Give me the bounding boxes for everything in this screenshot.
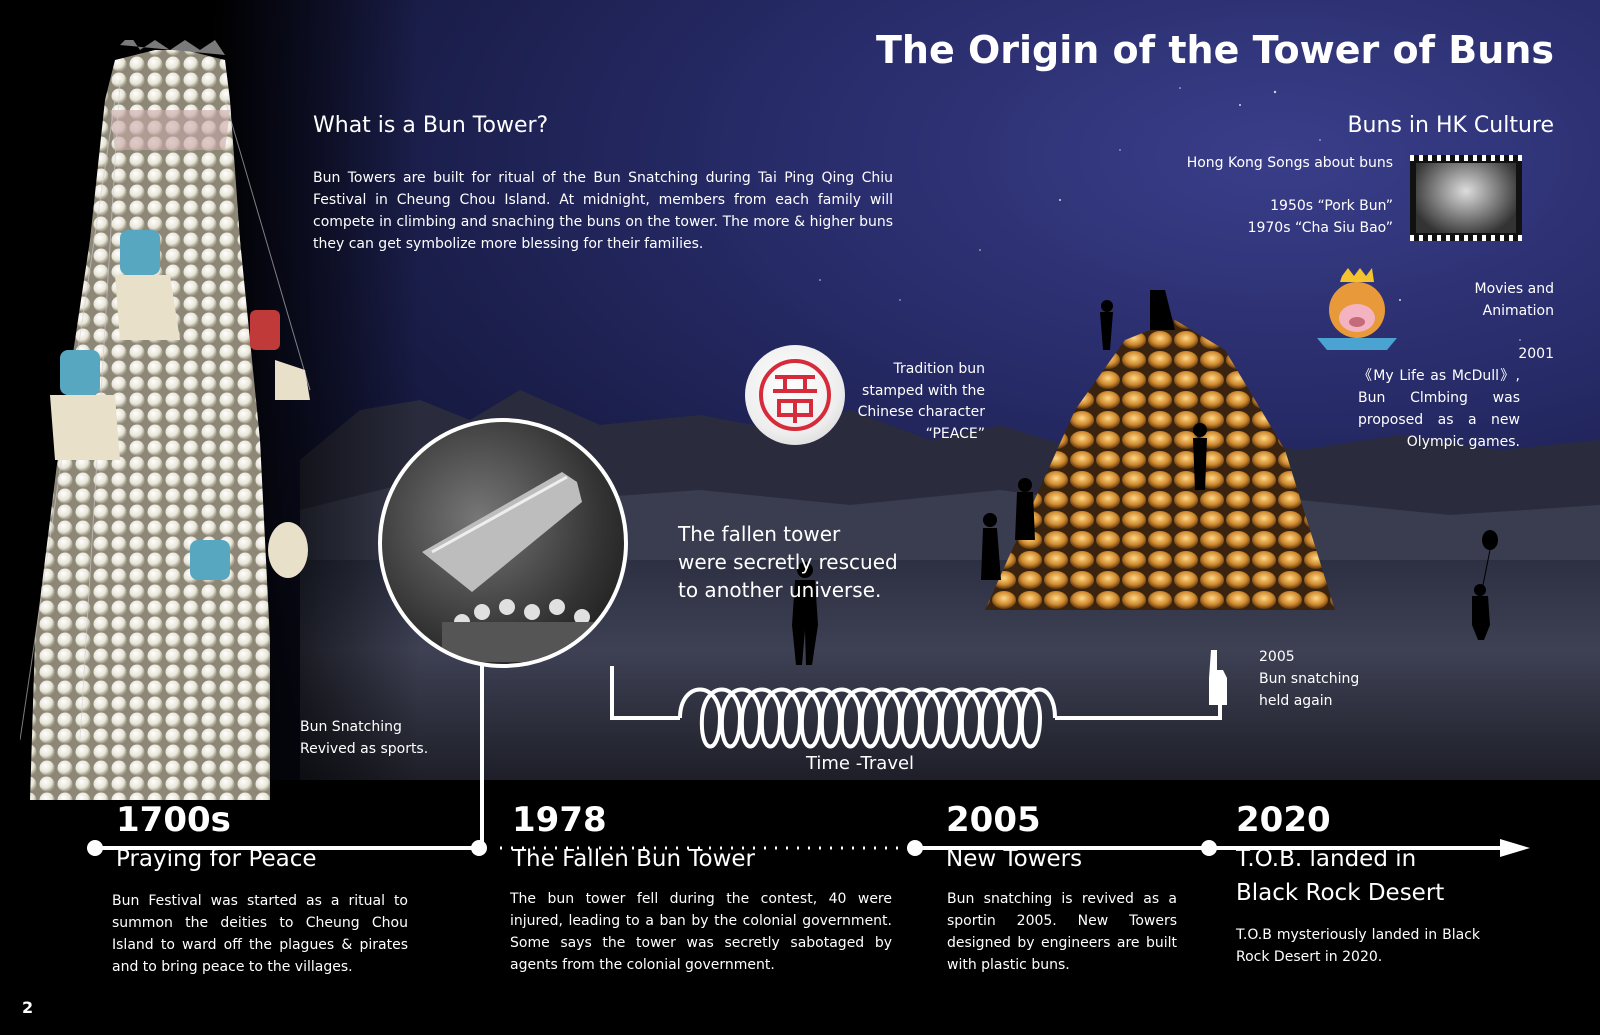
bun-pile-photo (981, 290, 1335, 610)
revived-caption-2: Revived as sports. (300, 741, 429, 757)
tradition-line-1: Tradition bun (893, 361, 985, 377)
fallen-caption-line-1: The fallen tower (678, 522, 841, 546)
song-2: 1970s “Cha Siu Bao” (1247, 220, 1393, 236)
timeline-band (0, 780, 1600, 1035)
title-2020-line-1: T.O.B. landed in (1236, 846, 1417, 872)
tradition-line-2: stamped with the (862, 383, 985, 399)
timeline-arrow-icon (1500, 839, 1530, 857)
time-travel-connector (480, 666, 1222, 846)
snatch-2005-line-2: Bun snatching (1259, 671, 1360, 687)
film-strip-photo (1410, 155, 1522, 241)
girl-balloon-silhouette (1472, 530, 1498, 640)
desc-2005: Bun snatching is revived as a sportin 20… (947, 891, 1177, 973)
tradition-line-4: “PEACE” (925, 426, 985, 442)
songs-label: Hong Kong Songs about buns (1186, 155, 1393, 171)
peace-bun-image (745, 345, 845, 445)
page-number: 2 (22, 998, 34, 1017)
song-1: 1950s “Pork Bun” (1270, 198, 1393, 214)
timeline-dot-1700s (87, 840, 103, 856)
mcdull-character-image (1317, 268, 1397, 350)
title-1700s: Praying for Peace (116, 846, 317, 872)
title-1978: The Fallen Bun Tower (512, 846, 755, 872)
revived-caption-1: Bun Snatching (300, 719, 402, 735)
title-2005: New Towers (946, 846, 1083, 872)
movie-year: 2001 (1518, 346, 1554, 362)
what-is-heading: What is a Bun Tower? (313, 113, 549, 138)
walking-person-silhouette (792, 562, 818, 665)
year-2020: 2020 (1236, 800, 1331, 840)
fallen-caption-line-3: to another universe. (678, 578, 882, 602)
year-2005: 2005 (946, 800, 1041, 840)
timeline-dot-1978 (471, 840, 487, 856)
hand-silhouette (1209, 650, 1227, 705)
peace-stamp-icon (759, 359, 831, 431)
desc-1978: The bun tower fell during the contest, 4… (510, 891, 892, 973)
bun-tower-photo (20, 40, 311, 800)
stars-decoration (819, 87, 1521, 341)
title-2020-line-2: Black Rock Desert (1236, 880, 1445, 906)
snatch-2005-line-1: 2005 (1259, 649, 1295, 665)
snatch-2005-line-3: held again (1259, 693, 1333, 709)
page-title: The Origin of the Tower of Buns (875, 28, 1554, 72)
timeline-dot-2020 (1201, 840, 1217, 856)
time-travel-label: Time -Travel (805, 753, 915, 774)
what-is-body: Bun Towers are built for ritual of the B… (313, 170, 893, 252)
desc-2020: T.O.B mysteriously landed in Black Rock … (1236, 927, 1480, 965)
coil-spring-icon (678, 687, 1057, 749)
year-1700s: 1700s (116, 800, 231, 840)
movie-text: 《My Life as McDull》, Bun Clmbing was pro… (1358, 368, 1520, 450)
hk-culture-heading: Buns in HK Culture (1347, 113, 1554, 138)
year-1978: 1978 (512, 800, 607, 840)
movies-label-2: Animation (1482, 303, 1554, 319)
tradition-line-3: Chinese character (857, 404, 985, 420)
desc-1700s: Bun Festival was started as a ritual to … (112, 893, 408, 975)
fallen-caption: The fallen tower were secretly rescued t… (678, 520, 898, 604)
fallen-caption-line-2: were secretly rescued (678, 550, 898, 574)
timeline-dot-2005 (907, 840, 923, 856)
movies-label-1: Movies and (1474, 281, 1554, 297)
fallen-tower-photo (378, 418, 628, 668)
